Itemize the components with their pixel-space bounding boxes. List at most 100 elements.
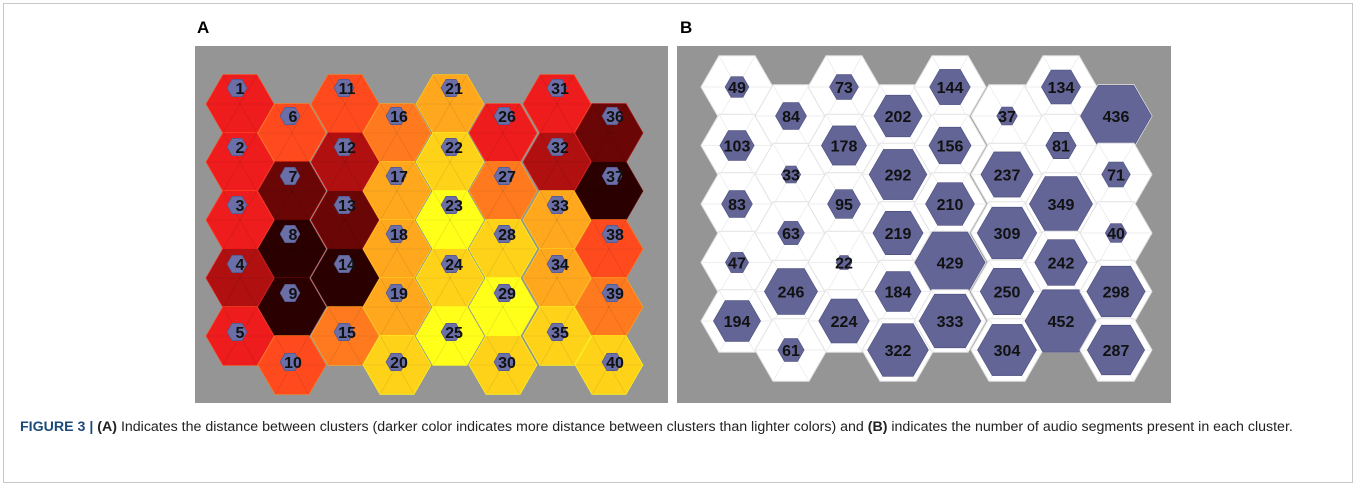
count-label: 63: [782, 226, 800, 243]
cluster-node: 28: [493, 225, 516, 244]
cluster-node-label: 36: [606, 109, 624, 126]
count-cell: 84: [754, 84, 828, 148]
count-cell: 210: [913, 172, 987, 236]
cluster-node-label: 19: [390, 286, 408, 303]
cluster-node: 40: [601, 352, 624, 372]
count-cell: 194: [700, 289, 774, 353]
count-hex: [719, 130, 755, 161]
cluster-node: 5: [226, 322, 248, 342]
segment-count-panel: 49 103 83 47 194 84 33 63 246 61 73 178 95 22 224 202 29…: [677, 46, 1171, 403]
cluster-node: 11: [333, 78, 356, 98]
cluster-node-label: 10: [284, 355, 302, 372]
count-hex: [977, 324, 1037, 376]
count-label: 156: [937, 139, 964, 156]
cluster-node: 30: [493, 352, 516, 372]
count-hex: [818, 298, 870, 344]
count-label: 309: [994, 226, 1021, 243]
count-cell: 103: [700, 113, 774, 178]
count-cell: 287: [1079, 318, 1153, 382]
cluster-node-label: 12: [338, 140, 356, 157]
count-cell: 309: [970, 201, 1044, 265]
count-label: 219: [885, 226, 912, 243]
count-hex: [1034, 239, 1088, 286]
cluster-node-label: 6: [289, 109, 298, 126]
count-hex: [821, 125, 867, 166]
cluster-node: 14: [333, 255, 356, 274]
count-cell: 156: [913, 113, 987, 178]
cluster-node: 16: [385, 106, 408, 126]
count-label: 73: [835, 80, 853, 97]
cluster-node: 9: [279, 284, 301, 303]
count-label: 202: [885, 109, 912, 126]
caption-a-marker: (A): [97, 419, 117, 435]
count-cell: 452: [1024, 289, 1098, 353]
count-cell: 250: [970, 259, 1044, 324]
count-cell: 22: [807, 230, 881, 295]
count-hex: [867, 323, 929, 377]
cluster-node-label: 32: [551, 140, 569, 157]
distance-cells: [205, 74, 644, 395]
cluster-node-label: 28: [498, 227, 516, 244]
count-hex: [918, 293, 982, 349]
cluster-node: 20: [385, 352, 408, 372]
count-hex: [1086, 265, 1146, 318]
cluster-node-label: 5: [236, 325, 245, 342]
cluster-node: 10: [279, 352, 302, 372]
cluster-node-label: 34: [551, 257, 569, 274]
cluster-node-label: 29: [498, 286, 516, 303]
cluster-node-label: 26: [498, 109, 516, 126]
cluster-node-label: 16: [390, 109, 408, 126]
count-label: 22: [835, 256, 853, 273]
count-cell: 47: [700, 230, 774, 295]
count-label: 452: [1048, 314, 1075, 331]
cluster-node-label: 40: [606, 355, 624, 372]
count-cell: 61: [754, 318, 828, 382]
count-cell: 292: [861, 142, 935, 207]
cluster-node: 13: [333, 196, 356, 215]
cluster-node-label: 25: [445, 325, 463, 342]
cluster-node-label: 7: [289, 169, 298, 186]
count-hex: [929, 69, 971, 105]
count-cell: 178: [807, 113, 881, 178]
count-cell: 37: [970, 84, 1044, 148]
cluster-node: 25: [440, 322, 463, 342]
cluster-node: 6: [279, 106, 301, 126]
cluster-node: 36: [601, 106, 624, 126]
count-label: 333: [937, 314, 964, 331]
count-cell: 333: [913, 289, 987, 353]
cluster-node: 21: [440, 78, 463, 98]
cluster-node-label: 20: [390, 355, 408, 372]
count-label: 304: [994, 343, 1021, 360]
cluster-node: 18: [385, 225, 408, 244]
cluster-node: 24: [440, 255, 463, 274]
count-cell: 134: [1024, 55, 1098, 119]
count-label: 144: [937, 80, 964, 97]
cluster-node: 31: [546, 78, 569, 98]
count-cell: 224: [807, 289, 881, 353]
cluster-node-label: 21: [445, 81, 463, 98]
count-cell: 436: [1079, 84, 1153, 148]
cluster-node-label: 30: [498, 355, 516, 372]
cluster-node: 4: [226, 255, 248, 274]
count-label: 184: [885, 285, 912, 302]
count-cell: 40: [1079, 201, 1153, 265]
cluster-node-label: 9: [289, 286, 298, 303]
count-label: 40: [1107, 226, 1125, 243]
count-hex: [775, 102, 807, 130]
cluster-node: 12: [333, 138, 356, 157]
count-hex: [868, 149, 928, 200]
cluster-node-label: 22: [445, 140, 463, 157]
figure-frame: [3, 3, 1353, 483]
count-cell: 73: [807, 55, 881, 119]
cluster-node: 8: [279, 225, 301, 244]
caption-head: FIGURE 3 |: [20, 419, 94, 435]
cluster-node: 23: [440, 196, 463, 215]
count-hex: [777, 221, 805, 245]
cluster-node-label: 38: [606, 227, 624, 244]
cluster-node: 32: [546, 138, 569, 157]
count-cell: 71: [1079, 142, 1153, 207]
cluster-node-label: 35: [551, 325, 569, 342]
cluster-node: 2: [226, 138, 248, 157]
count-hex: [872, 211, 924, 255]
count-label: 178: [831, 139, 858, 156]
